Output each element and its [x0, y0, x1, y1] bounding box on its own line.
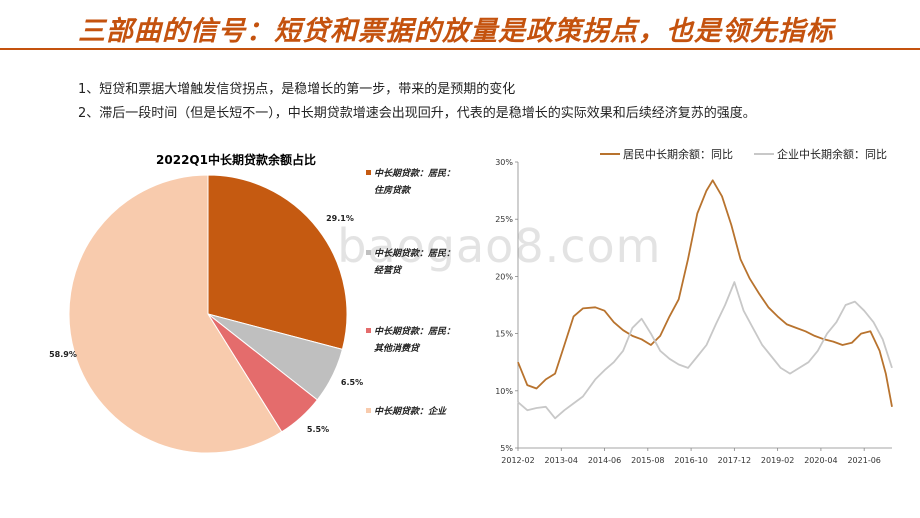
x-tick-label: 2020-04	[804, 456, 837, 465]
x-tick-label: 2019-02	[761, 456, 794, 465]
x-tick-label: 2012-02	[501, 456, 534, 465]
legend-swatch	[366, 170, 371, 175]
y-tick-label: 20%	[495, 272, 513, 281]
legend-label: 中长期贷款：居民：	[374, 326, 455, 337]
line-chart-legend: 居民中长期余额：同比 企业中长期余额：同比	[600, 147, 887, 161]
legend-swatch	[366, 328, 371, 333]
line-legend-label: 居民中长期余额：同比	[623, 147, 733, 161]
line-chart-series	[518, 180, 892, 418]
legend-label: 其他消费贷	[374, 343, 421, 354]
pie-data-label: 58.9%	[49, 350, 77, 359]
x-tick-label: 2013-04	[545, 456, 578, 465]
legend-label: 中长期贷款：居民：	[374, 168, 455, 179]
pie-data-label: 6.5%	[341, 378, 363, 387]
x-tick-label: 2017-12	[718, 456, 751, 465]
legend-swatch	[366, 408, 371, 413]
pie-chart-title: 2022Q1中长期贷款余额占比	[156, 152, 316, 167]
legend-label: 中长期贷款：企业	[374, 406, 447, 417]
y-tick-label: 15%	[495, 330, 513, 339]
pie-legend: 中长期贷款：居民：住房贷款中长期贷款：居民：经营贷中长期贷款：居民：其他消费贷中…	[366, 168, 455, 417]
legend-swatch	[366, 250, 371, 255]
line-series-path	[518, 282, 892, 418]
pie-slices	[69, 175, 347, 453]
y-tick-label: 5%	[500, 444, 513, 453]
x-tick-label: 2015-08	[631, 456, 664, 465]
y-tick-label: 10%	[495, 387, 513, 396]
line-legend-label: 企业中长期余额：同比	[777, 147, 887, 161]
x-tick-label: 2014-06	[588, 456, 621, 465]
legend-label: 中长期贷款：居民：	[374, 248, 455, 259]
pie-data-label: 29.1%	[326, 214, 354, 223]
pie-data-label: 5.5%	[307, 425, 329, 434]
x-tick-label: 2016-10	[674, 456, 707, 465]
legend-label: 经营贷	[374, 265, 403, 276]
x-tick-label: 2021-06	[847, 456, 880, 465]
line-series-path	[518, 180, 892, 406]
y-tick-label: 30%	[495, 158, 513, 167]
legend-label: 住房贷款	[374, 185, 412, 196]
y-tick-label: 25%	[495, 215, 513, 224]
